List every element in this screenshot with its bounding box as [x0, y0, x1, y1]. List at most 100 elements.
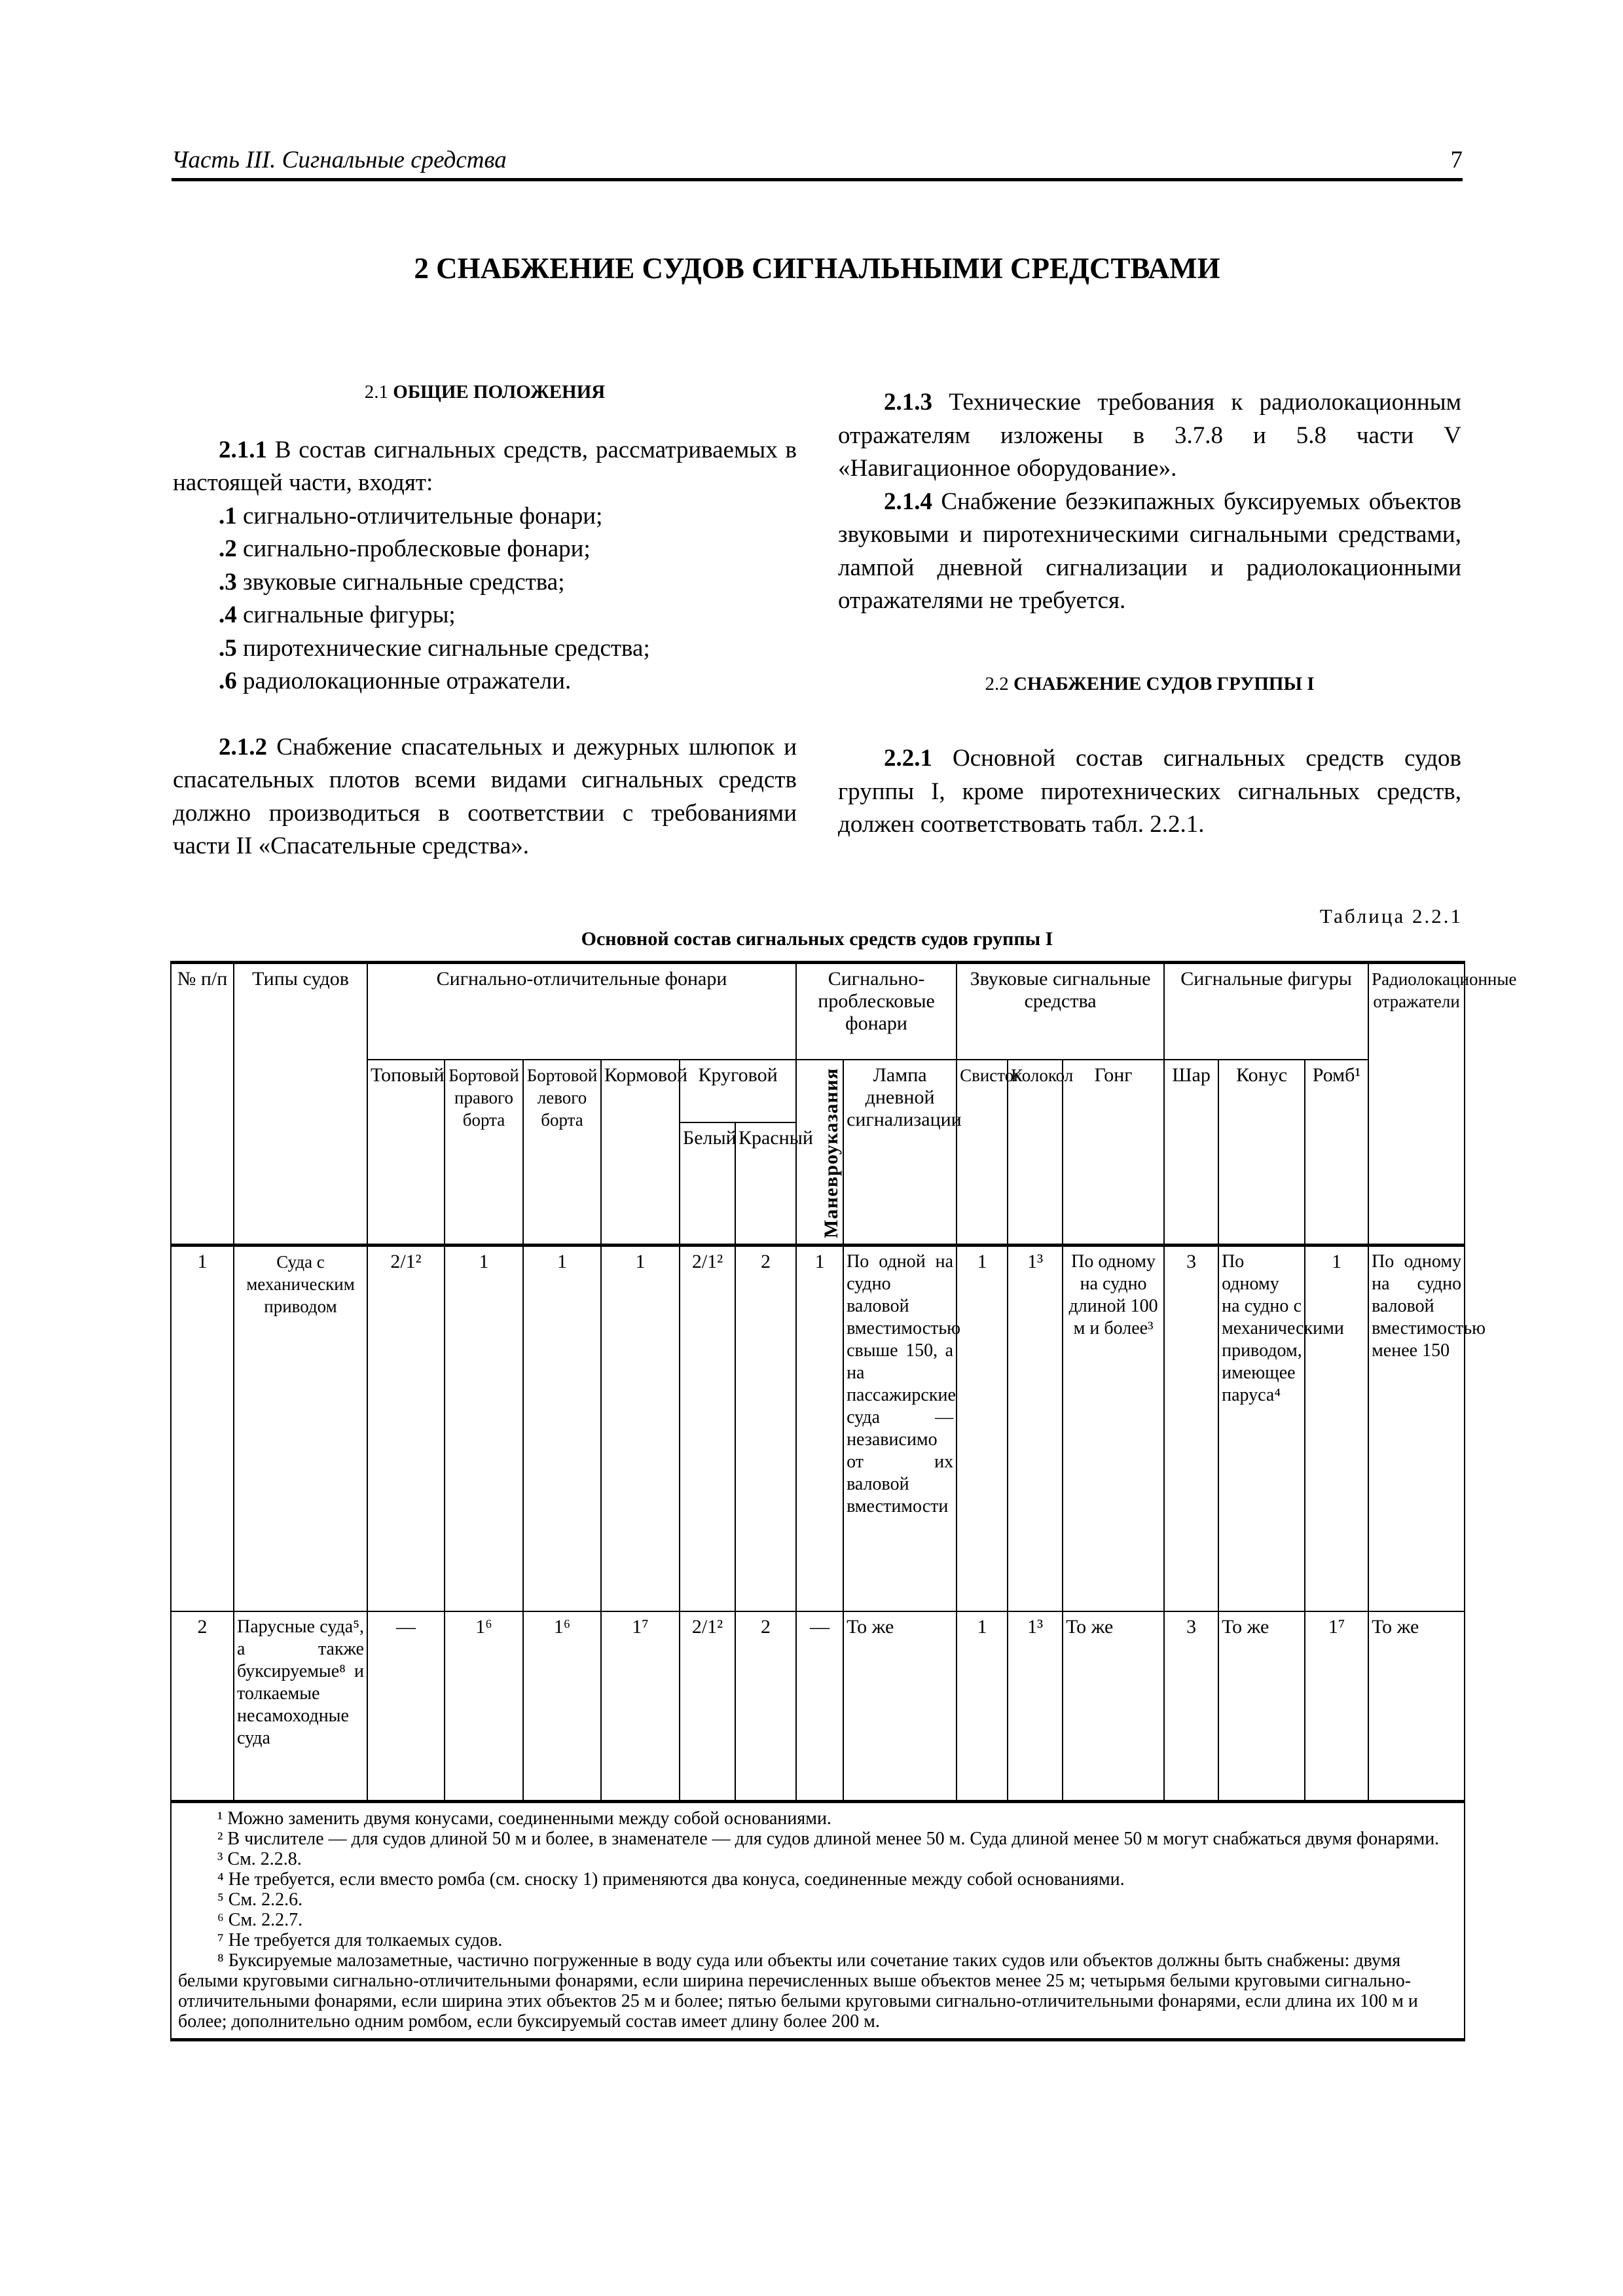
header-no: № п/п — [170, 961, 234, 1247]
table-row: 1 Суда с механическим приводом 2/1² 1 1 … — [170, 1244, 1486, 1613]
header-allround: Круговой — [678, 1058, 797, 1123]
list-num: .3 — [219, 568, 237, 596]
cell-diamond: 1 — [1304, 1244, 1370, 1613]
cell-gong: То же — [1062, 1611, 1165, 1803]
cell-lamp: По одной на судно валовой вместимостью с… — [843, 1244, 960, 1613]
header-stern: Кормовой — [600, 1058, 687, 1247]
list-num: .2 — [219, 535, 237, 562]
cell-gong: По одному на судно длиной 100 м и более³ — [1062, 1244, 1165, 1613]
chapter-title: 2 СНАБЖЕНИЕ СУДОВ СИГНАЛЬНЫМИ СРЕДСТВАМИ — [414, 252, 1220, 285]
paragraph-text: Основной состав сигнальных средств судов… — [838, 745, 1461, 838]
cell-white: 2/1² — [679, 1244, 736, 1613]
list-item: .4 сигнальные фигуры; — [173, 599, 797, 632]
footnote: ⁸ Буксируемые малозаметные, частично пог… — [178, 1950, 1418, 2032]
cell-no: 1 — [170, 1244, 234, 1613]
cell-port: 1⁶ — [522, 1611, 602, 1803]
header-shapes: Сигнальные фигуры — [1163, 961, 1370, 1060]
left-column: 2.1 ОБЩИЕ ПОЛОЖЕНИЯ 2.1.1 В состав сигна… — [173, 376, 797, 863]
section-title: ОБЩИЕ ПОЛОЖЕНИЯ — [393, 382, 606, 403]
running-header: Часть III. Сигнальные средства 7 — [172, 145, 1463, 181]
list-num: .5 — [219, 634, 237, 662]
paragraph-2-1-2: 2.1.2 Снабжение спасательных и дежурных … — [173, 731, 797, 863]
cell-diamond: 1⁷ — [1304, 1611, 1370, 1803]
cell-stern: 1⁷ — [600, 1611, 680, 1803]
header-types: Типы судов — [233, 961, 368, 1247]
paragraph-number: 2.1.2 — [219, 733, 267, 761]
cell-type: Суда с механическим приводом — [233, 1244, 368, 1613]
list-item: .3 звуковые сигнальные средства; — [173, 566, 797, 600]
paragraph-2-1-1: 2.1.1 В состав сигнальных средств, рассм… — [173, 434, 797, 500]
cell-red: 2 — [734, 1611, 797, 1803]
section-number: 2.2 — [985, 673, 1009, 694]
signal-equipment-table: № п/п Типы судов Сигнально-отличительные… — [170, 961, 1517, 2041]
cell-mast: 2/1² — [367, 1244, 445, 1613]
paragraph-number: 2.1.1 — [219, 436, 267, 463]
header-ball: Шар — [1163, 1058, 1220, 1247]
list-item: .5 пиротехнические сигнальные средства; — [173, 632, 797, 666]
paragraph-text: Снабжение безэкипажных буксируемых объек… — [838, 488, 1461, 615]
cell-radar: То же — [1368, 1611, 1466, 1803]
paragraph-text: В состав сигнальных средств, рассматрива… — [173, 436, 797, 497]
cell-bell: 1³ — [1007, 1244, 1064, 1613]
header-bell: Колокол — [1007, 1058, 1073, 1247]
header-red: Красный — [734, 1121, 813, 1247]
cell-mast: — — [367, 1611, 445, 1803]
header-starboard: Бортовой правого борта — [444, 1058, 524, 1247]
running-title: Часть III. Сигнальные средства — [172, 147, 507, 173]
footnote: ¹ Можно заменить двумя конусами, соедине… — [217, 1808, 831, 1829]
cell-cone: По одному на судно с механическими приво… — [1218, 1244, 1344, 1613]
table-caption: Основной состав сигнальных средств судов… — [581, 928, 1053, 950]
list-num: .4 — [219, 601, 237, 628]
list-text: сигнально-проблесковые фонари; — [236, 535, 591, 562]
cell-whistle: 1 — [956, 1244, 1009, 1613]
cell-whistle: 1 — [956, 1611, 1009, 1803]
cell-bell: 1³ — [1007, 1611, 1064, 1803]
paragraph-text: Снабжение спасательных и дежурных шлюпок… — [173, 733, 797, 860]
header-white: Белый — [679, 1121, 737, 1247]
list-text: сигнальные фигуры; — [236, 601, 456, 628]
header-whistle: Свисток — [956, 1058, 1022, 1247]
header-flash-lights: Сигнально-проблесковые фонари — [795, 961, 958, 1060]
footnotes-row: ¹ Можно заменить двумя конусами, соедине… — [170, 1799, 1466, 2041]
header-diamond: Ромб¹ — [1304, 1058, 1370, 1247]
cell-no: 2 — [170, 1611, 234, 1803]
list-num: .1 — [219, 502, 237, 529]
page-number: 7 — [1450, 147, 1463, 173]
list-item: .2 сигнально-проблесковые фонари; — [173, 533, 797, 566]
paragraph-number: 2.1.4 — [884, 488, 932, 515]
cell-white: 2/1² — [679, 1611, 736, 1803]
paragraph-2-2-1: 2.2.1 Основной состав сигнальных средств… — [838, 742, 1461, 842]
footnote: ⁴ Не требуется, если вместо ромба (см. с… — [217, 1869, 1125, 1890]
header-sound: Звуковые сигнальные средства — [956, 961, 1165, 1060]
cell-starboard: 1 — [444, 1244, 524, 1613]
footnote: ³ См. 2.2.8. — [217, 1848, 302, 1869]
list-text: пиротехнические сигнальные средства; — [236, 634, 650, 662]
list-text: звуковые сигнальные средства; — [236, 568, 565, 596]
footnote: ⁷ Не требуется для толкаемых судов. — [217, 1929, 503, 1950]
table-row: 2 Парусные суда⁵, а также буксируемые⁸ и… — [170, 1611, 1466, 1803]
cell-cone: То же — [1218, 1611, 1306, 1803]
section-title: СНАБЖЕНИЕ СУДОВ ГРУППЫ I — [1013, 673, 1315, 694]
footnote: ⁶ См. 2.2.7. — [217, 1909, 303, 1930]
header-radar: Радиолокационные отражатели — [1368, 961, 1517, 1247]
section-heading-2-1: 2.1 ОБЩИЕ ПОЛОЖЕНИЯ — [173, 376, 797, 409]
header-gong: Гонг — [1062, 1058, 1165, 1247]
list-text: сигнально-отличительные фонари; — [236, 502, 603, 529]
cell-radar: По одному на судно валовой вместимостью … — [1368, 1244, 1486, 1613]
list-item: .1 сигнально-отличительные фонари; — [173, 500, 797, 533]
cell-red: 2 — [734, 1244, 797, 1613]
section-heading-2-2: 2.2 СНАБЖЕНИЕ СУДОВ ГРУППЫ I — [838, 668, 1461, 701]
footnote: ⁵ См. 2.2.6. — [217, 1889, 303, 1910]
paragraph-number: 2.2.1 — [884, 745, 932, 772]
paragraph-number: 2.1.3 — [884, 389, 932, 416]
header-port: Бортовой левого борта — [522, 1058, 602, 1247]
cell-port: 1 — [522, 1244, 602, 1613]
paragraph-2-1-4: 2.1.4 Снабжение безэкипажных буксируемых… — [838, 486, 1461, 618]
footnotes: ¹ Можно заменить двумя конусами, соедине… — [170, 1799, 1466, 2041]
list-num: .6 — [219, 668, 237, 694]
header-side-lights: Сигнально-отличительные фонари — [366, 961, 797, 1060]
header-cone: Конус — [1218, 1058, 1306, 1247]
list-text: радиолокационные отражатели. — [236, 668, 572, 694]
cell-ball: 3 — [1163, 1244, 1220, 1613]
footnote: ² В числителе — для судов длиной 50 м и … — [217, 1828, 1440, 1849]
